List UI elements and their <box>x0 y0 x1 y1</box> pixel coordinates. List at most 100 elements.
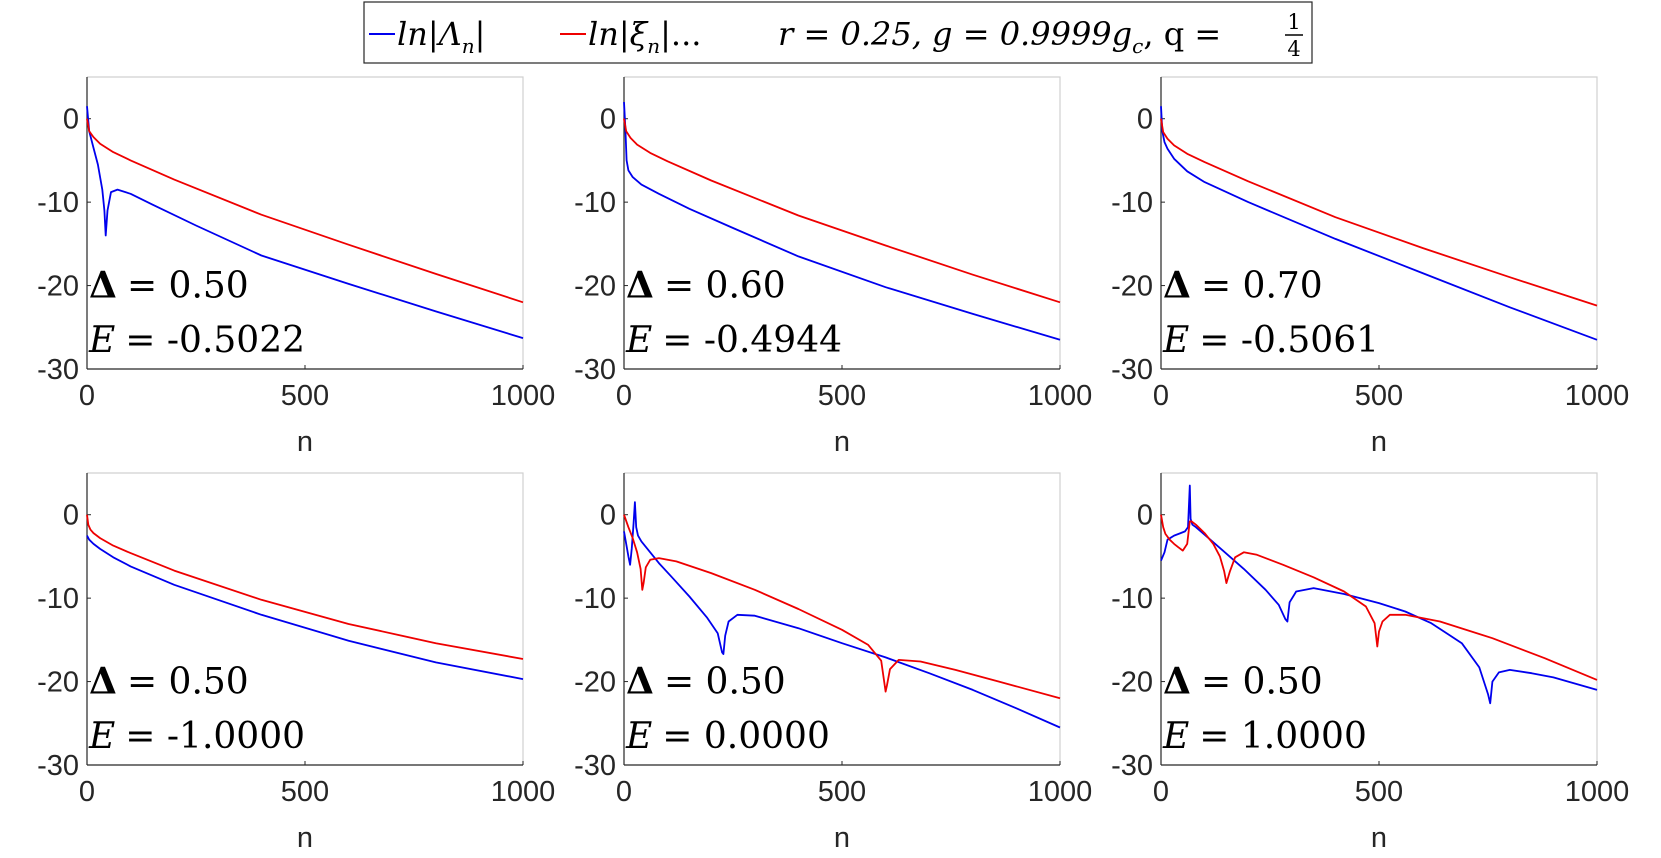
annotation-delta-value: = 0.50 <box>664 662 786 703</box>
series-line-xi <box>623 514 1061 700</box>
y-tick-label: -20 <box>574 271 616 303</box>
y-tick-label: -10 <box>37 583 79 615</box>
legend-label-lambda: ln|Λn| <box>397 15 485 58</box>
annotation-delta-value: = 0.50 <box>1201 662 1323 703</box>
x-axis-label: n <box>834 822 850 854</box>
y-tick-label: 0 <box>63 500 79 532</box>
y-tick-label: -20 <box>37 667 79 699</box>
y-tick-label: -20 <box>1111 667 1153 699</box>
annotation-energy: E = -0.5061 <box>1162 320 1379 361</box>
annotation-delta-value: = 0.70 <box>1201 266 1323 307</box>
y-tick-label: 0 <box>1137 500 1153 532</box>
y-tick-label: -30 <box>37 750 79 782</box>
panel-frame <box>87 76 524 369</box>
x-tick-label: 0 <box>616 776 632 808</box>
legend-box <box>363 1 1313 64</box>
annotation-energy: E = -0.4944 <box>625 320 842 361</box>
x-tick-label: 500 <box>1355 380 1403 412</box>
x-tick-label: 0 <box>1153 380 1169 412</box>
y-tick-label: -30 <box>574 354 616 386</box>
panel-4: 0 500 1000 0 -10 -20 -30 n Δ = 0.50 E = -1.0000 <box>37 472 556 854</box>
panel-frame <box>1161 472 1598 765</box>
y-tick-label: -20 <box>37 271 79 303</box>
panel-5: 0 500 1000 0 -10 -20 -30 n Δ = 0.50 E = 0.0000 <box>574 472 1093 854</box>
y-tick-label: -10 <box>1111 583 1153 615</box>
legend-q-fraction: 1 4 <box>1285 10 1303 61</box>
annotation-delta-symbol: Δ <box>89 265 117 307</box>
x-tick-label: 0 <box>79 776 95 808</box>
series-line-xi <box>86 514 524 660</box>
annotation-energy: E = 1.0000 <box>1162 716 1367 757</box>
series-line-lambda <box>623 101 1061 341</box>
x-tick-label: 1000 <box>491 776 556 808</box>
annotation-delta-symbol: Δ <box>89 661 117 703</box>
series-line-xi <box>623 118 1061 304</box>
annotation-energy-value: = 1.0000 <box>1199 716 1367 757</box>
x-tick-label: 0 <box>616 380 632 412</box>
panel-6: 0 500 1000 0 -10 -20 -30 n Δ = 0.50 E = 1.0000 <box>1111 472 1629 854</box>
annotation-delta-symbol: Δ <box>1163 265 1191 307</box>
panel-frame <box>1161 76 1598 369</box>
legend: ln|Λn| ln|ξn|... r = 0.25, g = 0.9999gc,… <box>363 1 1313 64</box>
x-axis-label: n <box>1371 822 1387 854</box>
annotation-energy: E = 0.0000 <box>625 716 830 757</box>
series-line-lambda <box>86 106 524 339</box>
y-tick-label: -20 <box>1111 271 1153 303</box>
y-tick-label: 0 <box>63 104 79 136</box>
panel-frame <box>624 472 1061 765</box>
y-tick-label: 0 <box>1137 104 1153 136</box>
series-line-lambda <box>1160 484 1598 705</box>
x-tick-label: 500 <box>1355 776 1403 808</box>
y-tick-label: 0 <box>600 500 616 532</box>
series-line-lambda <box>1160 106 1598 341</box>
annotation-energy-value: = -0.4944 <box>662 320 842 361</box>
annotation-energy-symbol: E <box>625 716 652 757</box>
x-axis-label: n <box>834 426 850 458</box>
annotation-delta: Δ = 0.50 <box>89 661 249 703</box>
x-tick-label: 1000 <box>1028 380 1093 412</box>
annotation-delta: Δ = 0.70 <box>1163 265 1323 307</box>
series-line-xi <box>1160 514 1598 681</box>
annotation-energy-value: = -0.5061 <box>1199 320 1379 361</box>
x-tick-label: 0 <box>79 380 95 412</box>
annotation-delta-value: = 0.50 <box>127 266 249 307</box>
annotation-delta-symbol: Δ <box>1163 661 1191 703</box>
panel-frame <box>87 472 524 765</box>
x-tick-label: 500 <box>281 380 329 412</box>
annotation-energy-symbol: E <box>625 320 652 361</box>
legend-q-denominator: 4 <box>1287 37 1300 61</box>
x-tick-label: 1000 <box>1028 776 1093 808</box>
y-tick-label: -30 <box>574 750 616 782</box>
x-tick-label: 500 <box>281 776 329 808</box>
annotation-delta: Δ = 0.50 <box>89 265 249 307</box>
series-line-lambda <box>623 501 1061 729</box>
annotation-energy-symbol: E <box>88 320 115 361</box>
x-axis-label: n <box>297 426 313 458</box>
legend-params: r = 0.25, g = 0.9999gc, q = <box>778 15 1221 58</box>
series-line-xi <box>1160 118 1598 307</box>
legend-q-numerator: 1 <box>1287 10 1300 34</box>
y-tick-label: -30 <box>1111 354 1153 386</box>
annotation-delta: Δ = 0.50 <box>626 661 786 703</box>
annotation-delta: Δ = 0.60 <box>626 265 786 307</box>
x-tick-label: 500 <box>818 380 866 412</box>
annotation-energy: E = -1.0000 <box>88 716 305 757</box>
annotation-energy-symbol: E <box>88 716 115 757</box>
annotation-energy-symbol: E <box>1162 320 1189 361</box>
x-tick-label: 1000 <box>491 380 556 412</box>
legend-label-xi: ln|ξn|... <box>588 15 701 58</box>
x-axis-label: n <box>297 822 313 854</box>
x-axis-label: n <box>1371 426 1387 458</box>
y-tick-label: -10 <box>1111 187 1153 219</box>
annotation-energy: E = -0.5022 <box>88 320 305 361</box>
annotation-delta-symbol: Δ <box>626 265 654 307</box>
y-tick-label: -10 <box>574 583 616 615</box>
annotation-energy-value: = -1.0000 <box>125 716 305 757</box>
annotation-delta-value: = 0.60 <box>664 266 786 307</box>
series-line-xi <box>86 118 524 304</box>
annotation-energy-value: = -0.5022 <box>125 320 305 361</box>
y-tick-label: -30 <box>1111 750 1153 782</box>
x-tick-label: 500 <box>818 776 866 808</box>
